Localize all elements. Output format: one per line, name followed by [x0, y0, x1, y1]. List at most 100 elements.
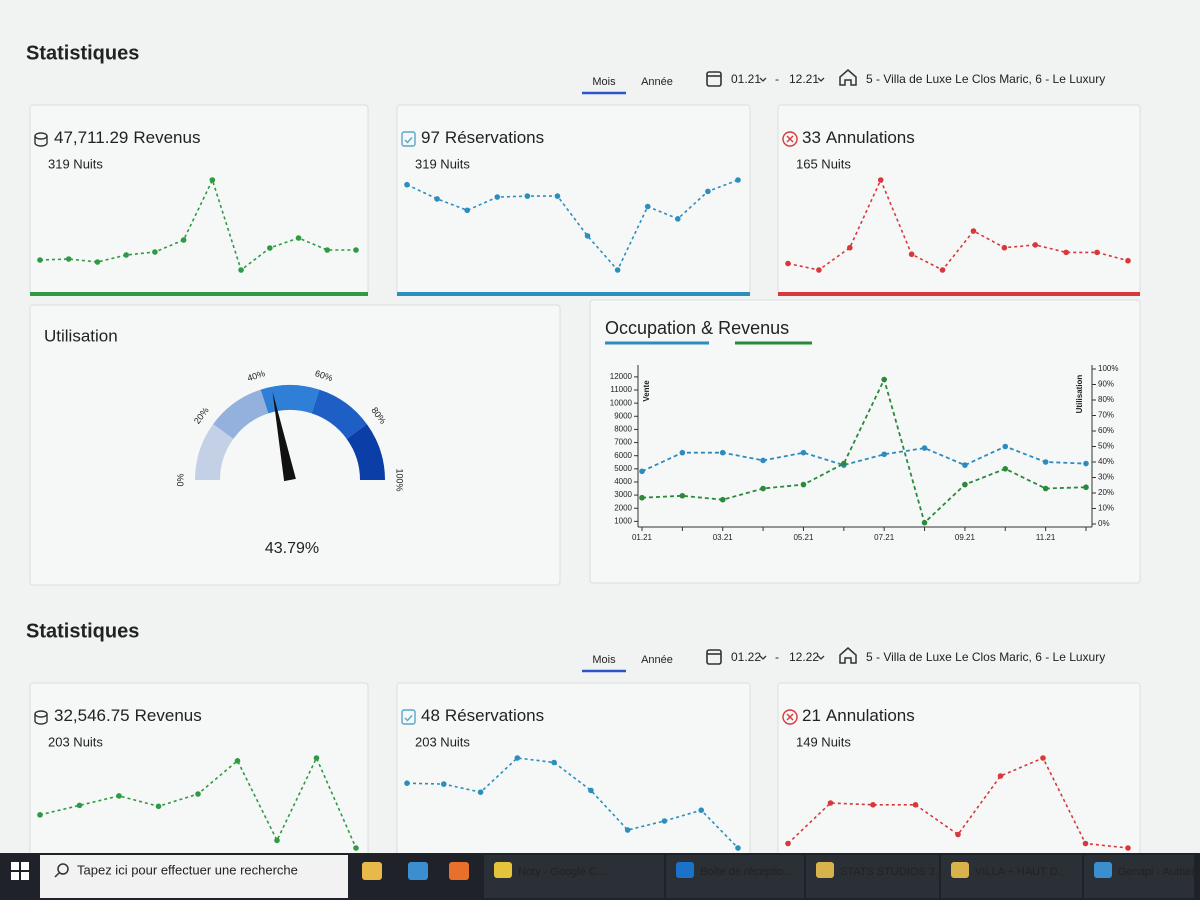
card-headline: 48 Réservations [421, 706, 544, 725]
date-separator: - [775, 650, 779, 664]
taskbar-pin[interactable] [449, 862, 469, 880]
y-tick-label: 2000 [614, 503, 632, 512]
taskbar-app-label: VILLA + HAUT D... [975, 866, 1067, 878]
legend-revenus[interactable]: Revenus [718, 318, 789, 338]
y2-tick-label: 80% [1098, 395, 1114, 404]
sparkline-point [614, 267, 621, 273]
series-point [1042, 485, 1049, 492]
series-point [679, 449, 686, 456]
date-from[interactable]: 01.22 [731, 650, 761, 664]
home-icon [839, 647, 857, 664]
card-nights: 203 Nuits [415, 734, 470, 749]
windows-logo[interactable] [11, 872, 19, 880]
sparkline-point [912, 802, 919, 808]
date-from[interactable]: 01.21 [731, 72, 761, 86]
y-tick-label: 4000 [614, 477, 632, 486]
y2-tick-label: 10% [1098, 504, 1114, 513]
property[interactable]: 5 - Villa de Luxe Le Clos Maric, 6 - Le … [866, 72, 1105, 86]
gauge-needle [272, 391, 296, 482]
series-point [1083, 484, 1089, 491]
tab-mois[interactable]: Mois [592, 76, 616, 88]
card-nights: 149 Nuits [796, 734, 851, 749]
card-amount: 21 [802, 706, 821, 725]
sparkline-point [970, 228, 977, 234]
taskbar-app-icon [951, 862, 969, 878]
sparkline-point [404, 181, 410, 188]
search-icon [54, 872, 60, 878]
sparkline-point [37, 257, 43, 263]
card-amount: 32,546.75 [54, 706, 130, 725]
card-headline: 97 Réservations [421, 128, 544, 147]
card-nights: 165 Nuits [796, 156, 851, 171]
date-to[interactable]: 12.21 [789, 72, 819, 86]
tab-annee[interactable]: Année [641, 76, 673, 88]
series-point [719, 449, 726, 456]
sparkline-point [494, 194, 501, 200]
tab-annee[interactable]: Année [641, 654, 673, 666]
y2-tick-label: 60% [1098, 426, 1114, 435]
y-tick-label: 9000 [614, 411, 632, 420]
series-point [1002, 443, 1009, 450]
taskbar-app-icon [816, 862, 834, 878]
taskbar-pin[interactable] [408, 862, 428, 880]
windows-logo[interactable] [21, 862, 29, 870]
sparkline-point [1125, 845, 1131, 851]
tab-mois[interactable]: Mois [592, 654, 616, 666]
series-point [921, 519, 928, 526]
series-point [1083, 460, 1089, 467]
search-placeholder: Tapez ici pour effectuer une recherche [77, 862, 298, 877]
sparkline-point [353, 845, 359, 851]
series-point [719, 496, 726, 503]
taskbar-pin[interactable] [362, 862, 382, 880]
sparkline-point [644, 203, 651, 210]
calendar-check-icon [401, 131, 416, 147]
sparkline-point [870, 802, 876, 808]
sparkline-point [785, 260, 791, 267]
series-point [881, 376, 887, 383]
sparkline-point [123, 252, 129, 258]
property[interactable]: 5 - Villa de Luxe Le Clos Maric, 6 - Le … [866, 650, 1105, 664]
windows-logo[interactable] [21, 872, 29, 880]
taskbar-app-label: Boîte de réceptio... [700, 866, 792, 878]
sparkline-point [65, 256, 72, 262]
chevron [759, 655, 767, 660]
sparkline-point [554, 193, 561, 199]
y2-tick-label: 30% [1098, 473, 1114, 482]
calendar-check-icon [401, 709, 416, 725]
y-tick-label: 6000 [614, 451, 632, 460]
date-to[interactable]: 12.22 [789, 650, 819, 664]
coins-icon [34, 714, 48, 725]
chevron [817, 655, 825, 660]
sparkline-point [847, 244, 853, 251]
calendar-check-icon [404, 137, 413, 144]
y-tick-label: 12000 [610, 372, 633, 381]
windows-logo[interactable] [11, 862, 19, 870]
taskbar-app[interactable] [484, 855, 664, 898]
date-separator: - [775, 72, 779, 86]
chevron [759, 77, 767, 82]
calendar-icon [706, 71, 722, 87]
sparkline-point [735, 177, 741, 183]
card-nights: 319 Nuits [415, 156, 470, 171]
card-amount: 48 [421, 706, 440, 725]
x-tick-label: 05.21 [793, 533, 814, 542]
cancel-icon [786, 135, 794, 143]
sparkline-point [76, 802, 83, 809]
sparkline-point [908, 251, 915, 258]
series-point [1042, 459, 1049, 465]
sparkline-point [584, 233, 591, 239]
search-box[interactable] [40, 855, 348, 898]
utilisation-title: Utilisation [44, 326, 118, 345]
y-tick-label: 7000 [614, 438, 632, 447]
utilisation-panel [29, 304, 561, 586]
card-label: Réservations [445, 706, 544, 725]
sparkline-point [1094, 249, 1100, 256]
series-point [1002, 466, 1009, 472]
series-point [800, 481, 807, 488]
title-separator: & [701, 318, 713, 338]
section-title: Statistiques [26, 42, 139, 64]
legend-occupation[interactable]: Occupation [605, 318, 696, 338]
series-point [841, 460, 847, 467]
occupation-title: Occupation & Revenus [605, 318, 789, 338]
